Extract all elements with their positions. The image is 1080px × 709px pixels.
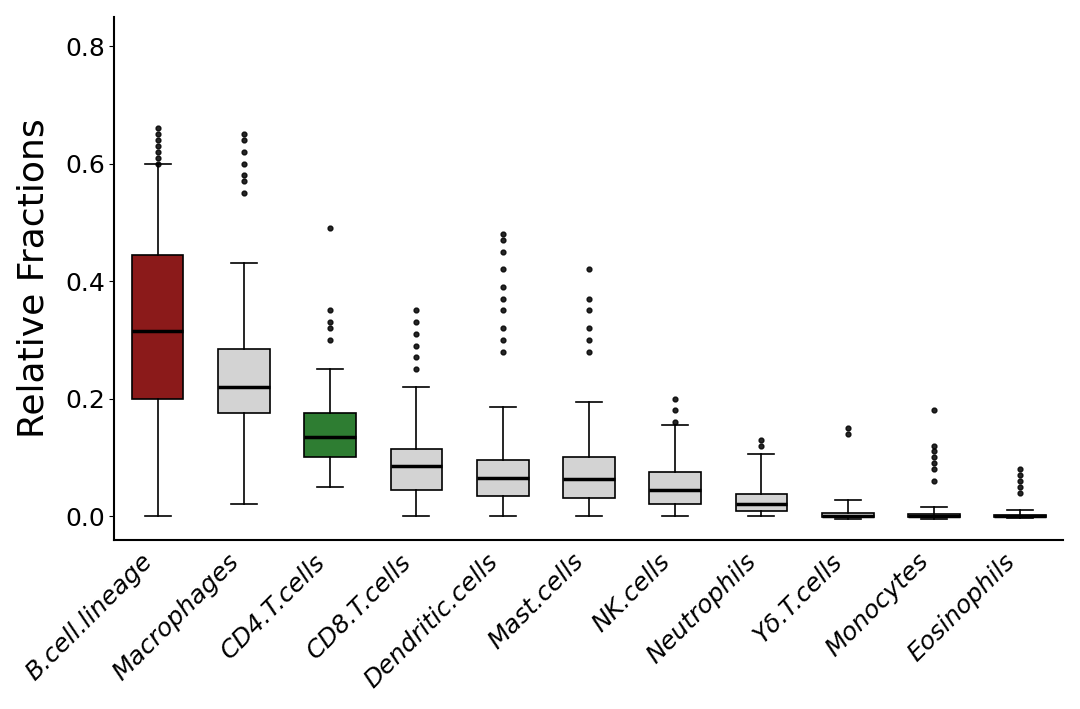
Y-axis label: Relative Fractions: Relative Fractions [17,118,51,438]
PathPatch shape [391,449,443,490]
PathPatch shape [822,513,874,518]
PathPatch shape [476,460,528,496]
PathPatch shape [132,255,184,398]
PathPatch shape [995,515,1047,517]
PathPatch shape [735,493,787,511]
PathPatch shape [218,349,270,413]
PathPatch shape [908,514,960,518]
PathPatch shape [305,413,356,457]
PathPatch shape [563,457,615,498]
PathPatch shape [649,472,701,504]
